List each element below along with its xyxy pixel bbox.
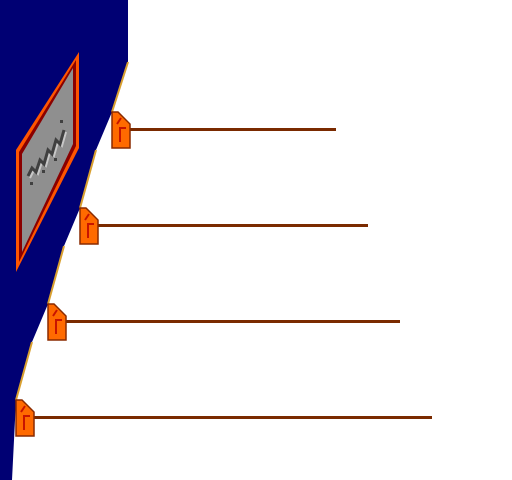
stair-edge	[111, 61, 129, 113]
wall-plaque	[16, 52, 79, 272]
ledge-rail	[96, 224, 368, 227]
ledge-rail	[128, 128, 336, 131]
ledge-cap-icon	[111, 111, 131, 149]
stair-edge	[47, 245, 65, 305]
ledge-caps	[15, 111, 131, 437]
stair-edge	[15, 341, 33, 401]
dark-wall	[0, 0, 128, 480]
ledge-rails	[32, 128, 432, 419]
ledge-cap-icon	[79, 207, 99, 245]
ledge-cap-icon	[15, 399, 35, 437]
ledge-rail	[32, 416, 432, 419]
plaque-glyph-icon	[26, 120, 67, 185]
stair-edge	[79, 149, 97, 209]
ledge-rail	[64, 320, 400, 323]
ledge-cap-icon	[47, 303, 67, 341]
stair-edges	[15, 61, 129, 401]
